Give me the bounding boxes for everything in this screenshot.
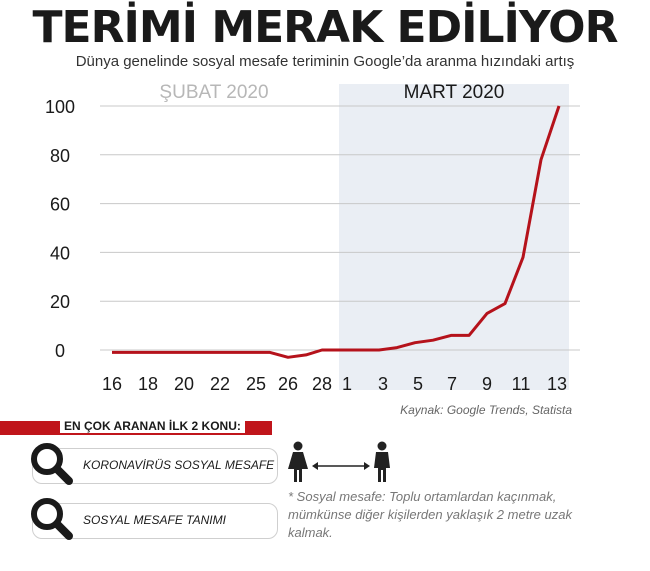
x-tick-label: 18 xyxy=(138,374,158,394)
y-tick-label: 40 xyxy=(50,243,70,263)
x-tick-label: 7 xyxy=(447,374,457,394)
man-icon xyxy=(374,441,390,482)
x-tick-label: 1 xyxy=(342,374,352,394)
x-tick-label: 22 xyxy=(210,374,230,394)
page-title: TERİMİ MERAK EDİLİYOR xyxy=(32,2,619,53)
y-tick-label: 100 xyxy=(45,97,75,117)
search-item-2: SOSYAL MESAFE TANIMI xyxy=(31,498,278,540)
x-tick-label: 16 xyxy=(102,374,122,394)
x-tick-label: 26 xyxy=(278,374,298,394)
x-tick-label: 25 xyxy=(246,374,266,394)
arrow-icon xyxy=(312,462,370,470)
x-tick-label: 20 xyxy=(174,374,194,394)
section-heading: EN ÇOK ARANAN İLK 2 KONU: xyxy=(60,419,245,433)
search-item-1: KORONAVİRÜS SOSYAL MESAFE xyxy=(31,443,278,485)
period-label-february: ŞUBAT 2020 xyxy=(159,82,268,103)
y-tick-label: 60 xyxy=(50,195,70,215)
woman-icon xyxy=(288,441,308,482)
x-tick-label: 28 xyxy=(312,374,332,394)
x-tick-label: 9 xyxy=(482,374,492,394)
line-chart: 0 20 40 60 80 100 ŞUBAT 2020 MART 2020 16 18 20 22 2… xyxy=(45,82,580,394)
period-label-march: MART 2020 xyxy=(404,82,505,103)
x-tick-label: 13 xyxy=(547,374,567,394)
march-highlight-region xyxy=(339,84,569,390)
y-tick-label: 20 xyxy=(50,292,70,312)
search-item-label: KORONAVİRÜS SOSYAL MESAFE xyxy=(83,458,275,472)
definition-note: * Sosyal mesafe: Toplu ortamlardan kaçın… xyxy=(288,489,572,540)
source-note: Kaynak: Google Trends, Statista xyxy=(400,403,572,417)
magnifier-icon xyxy=(31,443,73,485)
page-subtitle: Dünya genelinde sosyal mesafe teriminin … xyxy=(75,53,575,70)
x-tick-label: 5 xyxy=(413,374,423,394)
magnifier-icon xyxy=(31,498,73,540)
social-distance-icon xyxy=(288,441,390,482)
x-tick-label: 3 xyxy=(378,374,388,394)
y-tick-label: 0 xyxy=(55,341,65,361)
search-item-label: SOSYAL MESAFE TANIMI xyxy=(83,513,226,527)
x-tick-label: 11 xyxy=(512,374,531,394)
y-tick-label: 80 xyxy=(50,146,70,166)
